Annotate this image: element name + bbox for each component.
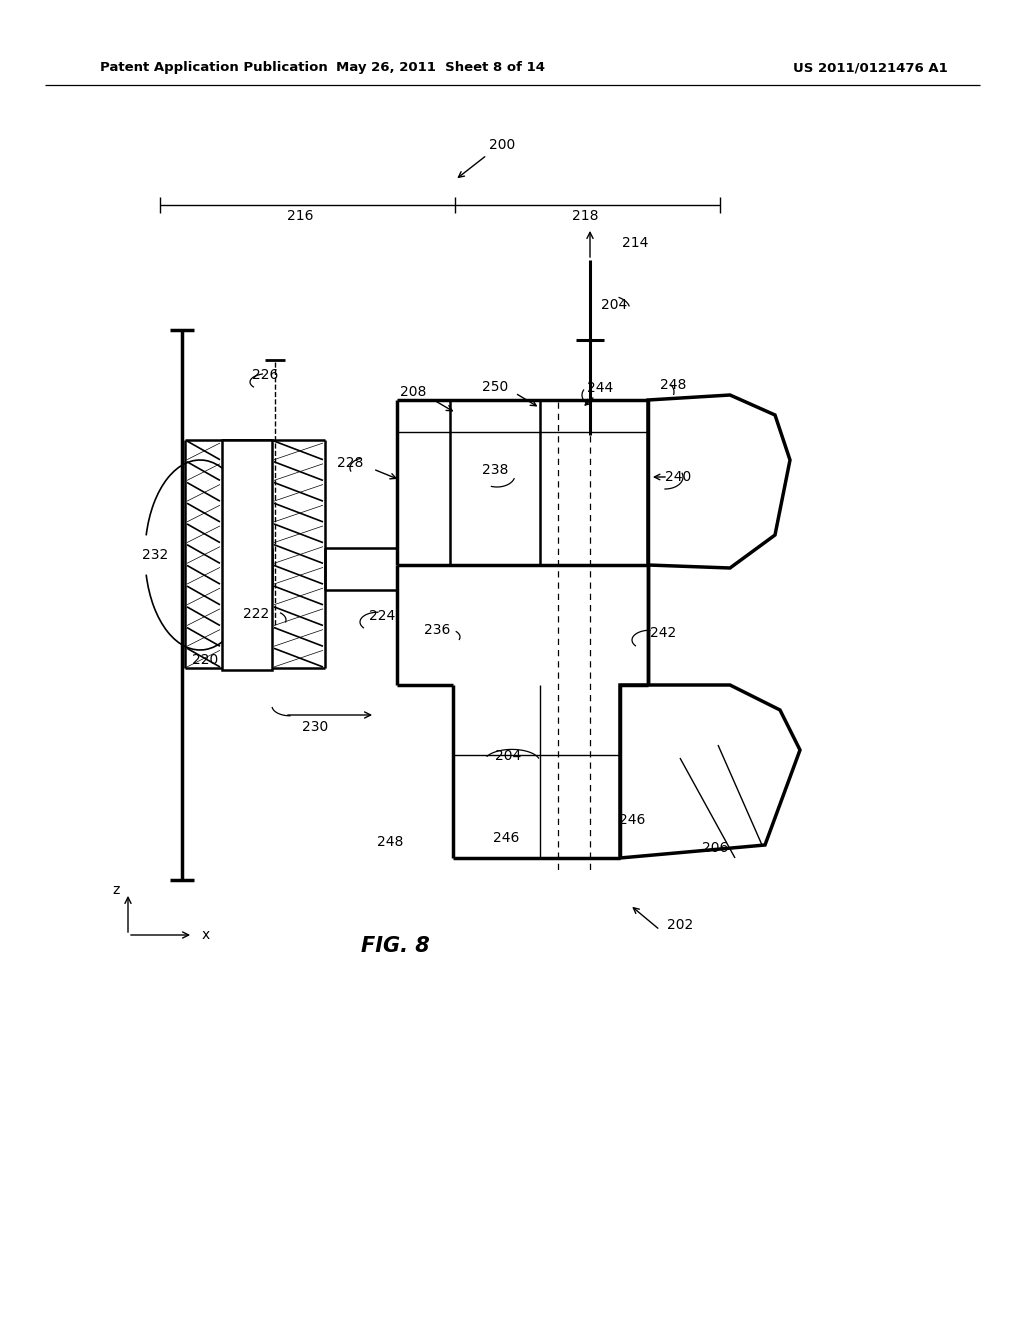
Text: 218: 218 (571, 209, 598, 223)
Text: 228: 228 (337, 455, 364, 470)
Text: 224: 224 (369, 609, 395, 623)
Text: 246: 246 (493, 832, 519, 845)
Text: 248: 248 (377, 836, 403, 849)
Text: 242: 242 (650, 626, 676, 640)
Text: x: x (202, 928, 210, 942)
Text: 226: 226 (252, 368, 279, 381)
Text: 214: 214 (622, 236, 648, 249)
Text: 216: 216 (287, 209, 313, 223)
Text: Patent Application Publication: Patent Application Publication (100, 62, 328, 74)
Text: 230: 230 (302, 719, 328, 734)
Text: 222: 222 (243, 607, 269, 620)
Text: 240: 240 (665, 470, 691, 484)
Polygon shape (222, 440, 272, 671)
Text: 238: 238 (482, 463, 508, 477)
Text: 232: 232 (142, 548, 168, 562)
Text: 208: 208 (400, 385, 426, 399)
Text: 204: 204 (601, 298, 627, 312)
Text: US 2011/0121476 A1: US 2011/0121476 A1 (793, 62, 947, 74)
Text: 250: 250 (482, 380, 508, 393)
Text: 206: 206 (701, 841, 728, 855)
Text: z: z (113, 883, 120, 898)
Text: 204: 204 (495, 748, 521, 763)
Text: FIG. 8: FIG. 8 (360, 936, 429, 956)
Text: May 26, 2011  Sheet 8 of 14: May 26, 2011 Sheet 8 of 14 (336, 62, 545, 74)
Text: 202: 202 (667, 917, 693, 932)
Text: 220: 220 (191, 653, 218, 667)
Text: 200: 200 (488, 139, 515, 152)
Text: 248: 248 (660, 378, 686, 392)
Text: 244: 244 (587, 381, 613, 395)
Text: 246: 246 (618, 813, 645, 828)
Text: 236: 236 (424, 623, 451, 638)
